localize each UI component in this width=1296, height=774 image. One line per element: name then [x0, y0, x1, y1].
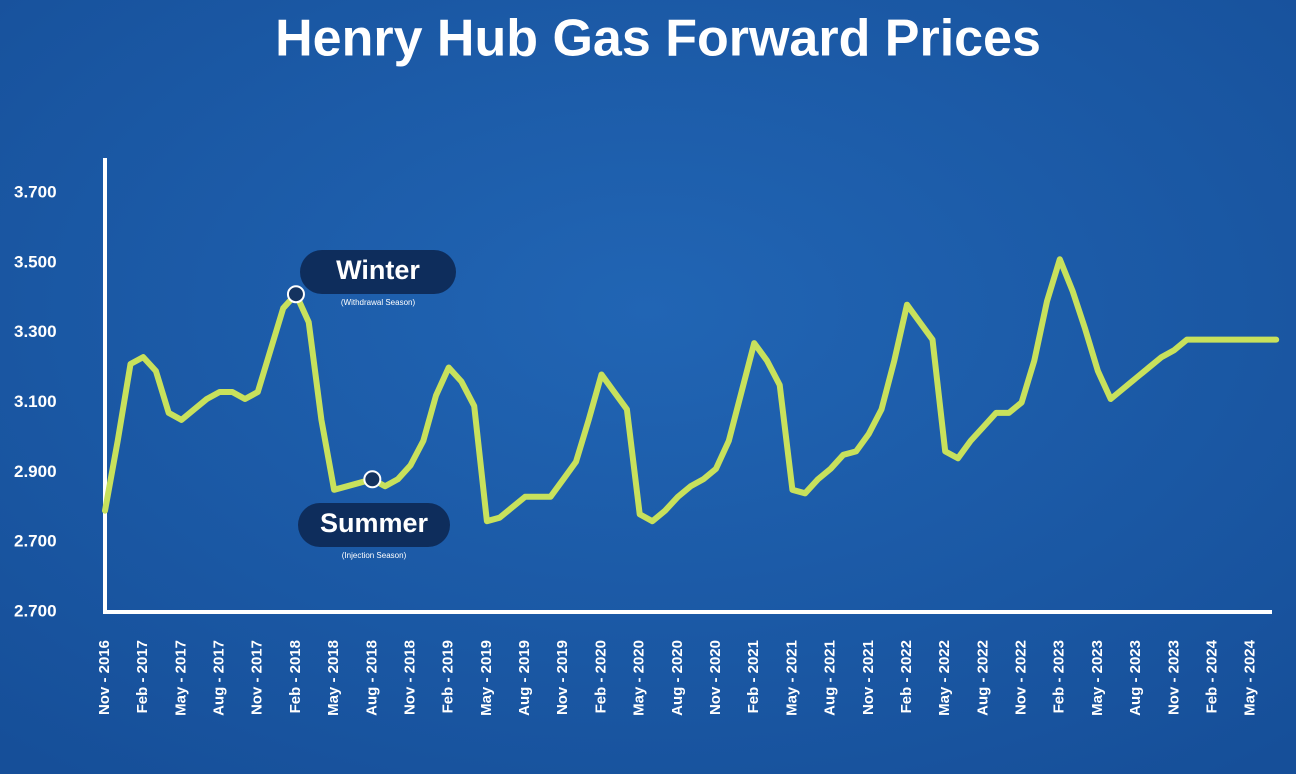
y-tick-label: 3.700	[14, 182, 57, 201]
annotation-subtext: (Injection Season)	[342, 551, 407, 560]
annotation-text: Summer	[320, 508, 429, 538]
x-tick-label: Aug - 2018	[363, 640, 380, 716]
x-tick-label: Aug - 2021	[822, 640, 839, 716]
x-tick-label: Nov - 2017	[249, 640, 266, 715]
x-tick-label: May - 2020	[631, 640, 648, 716]
x-tick-label: May - 2021	[783, 640, 800, 716]
x-tick-label: Feb - 2019	[440, 640, 457, 713]
x-tick-label: May - 2024	[1242, 639, 1259, 716]
y-tick-label: 2.900	[14, 462, 57, 481]
x-tick-label: Feb - 2022	[898, 640, 915, 713]
y-tick-label: 2.700	[14, 601, 57, 620]
x-tick-label: Nov - 2020	[707, 640, 724, 715]
x-tick-label: Aug - 2020	[669, 640, 686, 716]
annotation-text: Winter	[336, 255, 420, 285]
x-tick-label: Feb - 2023	[1051, 640, 1068, 713]
x-tick-label: May - 2017	[172, 640, 189, 716]
x-tick-label: Aug - 2017	[211, 640, 228, 716]
annotation-box	[300, 250, 456, 294]
y-tick-label: 2.700	[14, 532, 57, 551]
x-tick-label: Aug - 2023	[1127, 640, 1144, 716]
x-tick-label: Aug - 2019	[516, 640, 533, 716]
annotation-marker	[286, 285, 305, 304]
x-tick-label: Nov - 2021	[860, 640, 877, 715]
x-tick-label: May - 2022	[936, 640, 953, 716]
price-line	[102, 256, 1280, 525]
x-tick-label: Feb - 2021	[745, 640, 762, 713]
x-tick-label: Feb - 2017	[134, 640, 151, 713]
x-tick-label: Aug - 2022	[974, 640, 991, 716]
chart-title: Henry Hub Gas Forward Prices	[275, 10, 1041, 68]
x-tick-label: Nov - 2022	[1013, 640, 1030, 715]
annotation-subtext: (Withdrawal Season)	[341, 298, 416, 307]
x-tick-label: Nov - 2018	[401, 640, 418, 715]
x-tick-label: Nov - 2023	[1165, 640, 1182, 715]
y-tick-label: 3.300	[14, 322, 57, 341]
x-tick-label: May - 2018	[325, 640, 342, 716]
x-tick-label: Nov - 2016	[96, 640, 113, 715]
x-tick-label: Feb - 2020	[592, 640, 609, 713]
annotation-box	[298, 503, 450, 547]
annotation-marker	[363, 470, 382, 489]
y-tick-label: 3.100	[14, 392, 57, 411]
x-tick-label: May - 2019	[478, 640, 495, 716]
y-tick-label: 3.500	[14, 252, 57, 271]
x-tick-label: Feb - 2018	[287, 640, 304, 713]
x-tick-label: Nov - 2019	[554, 640, 571, 715]
x-tick-label: Feb - 2024	[1203, 639, 1220, 713]
x-tick-label: May - 2023	[1089, 640, 1106, 716]
